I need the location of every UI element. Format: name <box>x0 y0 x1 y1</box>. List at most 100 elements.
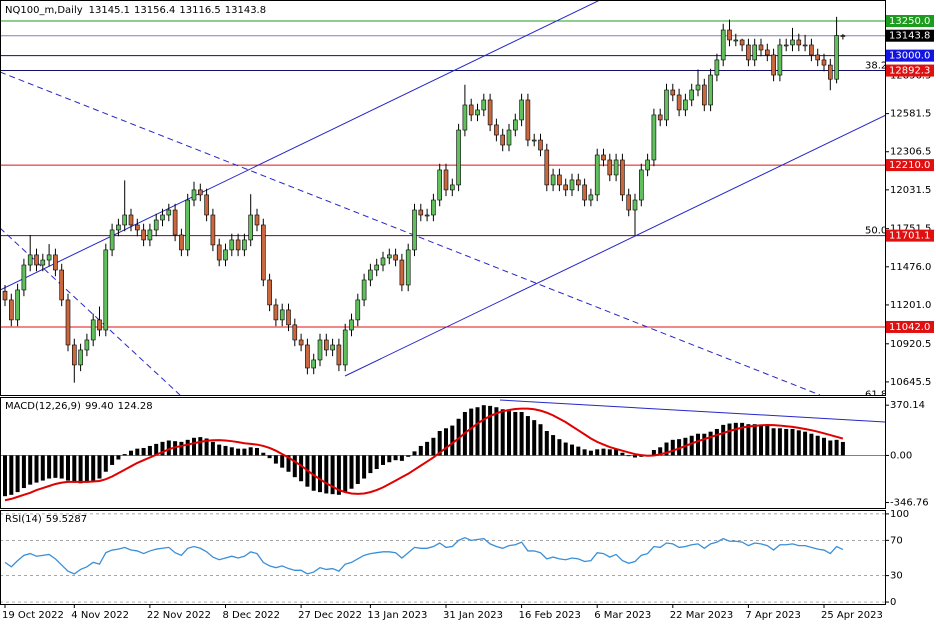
macd-bar <box>544 431 549 456</box>
candle-body <box>292 324 298 341</box>
candle-body <box>462 104 468 131</box>
y-tick-label: 12306.5 <box>890 147 931 158</box>
macd-bar <box>532 420 537 456</box>
level-text: 12892.3 <box>889 66 930 77</box>
candle-body <box>557 174 562 186</box>
macd-bar <box>217 444 222 456</box>
fib-label: 61.8 <box>865 389 887 400</box>
candle-body <box>468 104 474 116</box>
candle-body <box>65 299 71 346</box>
candle-body <box>449 184 455 191</box>
candle-body <box>777 44 783 76</box>
candle-body <box>645 159 650 171</box>
y-tick-label: 11476.0 <box>890 262 931 273</box>
candle-body <box>147 229 153 241</box>
candle-body <box>53 254 58 271</box>
candle-body <box>790 39 795 46</box>
candle-body <box>764 49 770 56</box>
macd-bar <box>513 411 518 456</box>
candle-body <box>311 359 317 369</box>
x-tick-label: 22 Nov 2022 <box>147 610 211 621</box>
macd-bar <box>828 440 833 456</box>
candle-body <box>783 44 789 47</box>
macd-bar <box>336 455 341 495</box>
candle-body <box>487 99 493 126</box>
candle-body <box>657 114 663 121</box>
macd-bar <box>166 440 171 456</box>
macd-bar <box>651 450 656 456</box>
level-label: 13250.0 <box>886 14 934 27</box>
candle-body <box>179 234 184 251</box>
macd-bar <box>242 448 247 456</box>
trendline <box>1 1 600 291</box>
candle-body <box>588 194 594 201</box>
candle-body <box>323 339 329 351</box>
macd-bar <box>475 407 480 456</box>
current-price-text: 13143.8 <box>889 31 930 42</box>
signal-line <box>4 407 844 502</box>
candle-body <box>809 44 814 56</box>
macd-bar <box>456 418 461 456</box>
candle-body <box>739 39 745 46</box>
candle-body <box>46 254 52 261</box>
candle-body <box>336 344 342 366</box>
macd-bar <box>135 448 140 456</box>
candle-body <box>771 54 776 76</box>
candle-body <box>575 179 581 186</box>
candle-body <box>254 214 260 226</box>
level-box <box>886 320 934 333</box>
close: 13143.8 <box>225 5 266 16</box>
level-box <box>886 49 934 62</box>
candle-body <box>393 254 398 261</box>
trendline <box>1 71 821 395</box>
macd-bar <box>450 425 455 456</box>
macd-bar <box>437 431 442 456</box>
low: 13116.5 <box>179 5 220 16</box>
symbol: NQ100_m,Daily <box>5 5 83 16</box>
candle-body <box>840 35 846 37</box>
candle-body <box>815 54 821 61</box>
candle-body <box>368 269 373 281</box>
main-panel <box>0 0 886 396</box>
macd-bar <box>34 455 39 483</box>
candle-body <box>638 169 644 201</box>
macd-plot <box>1 399 885 502</box>
x-tick-label: 6 Mar 2023 <box>594 610 651 621</box>
candle-body <box>248 214 253 241</box>
macd-bar <box>110 455 115 465</box>
macd-bar <box>469 408 474 456</box>
level-label: 12892.3 <box>886 64 934 77</box>
candle-body <box>172 209 178 236</box>
macd-bar <box>733 422 738 456</box>
macd-bar <box>28 455 33 485</box>
candle-body <box>664 89 669 121</box>
candle-body <box>122 214 127 226</box>
y-tick-label: -346.76 <box>890 498 929 509</box>
macd-bar <box>349 455 354 489</box>
candle-body <box>834 35 839 80</box>
macd-bar <box>670 439 675 456</box>
y-tick-label: 30 <box>890 571 903 582</box>
candle-body <box>191 189 197 201</box>
macd-bar <box>84 455 89 483</box>
x-tick-label: 19 Oct 2022 <box>2 610 64 621</box>
candle-body <box>399 259 405 286</box>
candle-body <box>223 249 228 261</box>
macd-bar <box>815 435 820 456</box>
candle-body <box>701 84 707 106</box>
macd-bar <box>198 437 203 456</box>
candle-body <box>531 139 537 142</box>
macd-bar <box>488 405 493 456</box>
macd-bar <box>248 447 253 456</box>
macd-bar <box>714 428 719 456</box>
macd-bar <box>292 455 297 478</box>
trendline <box>1 228 181 395</box>
macd-bar <box>273 455 278 464</box>
rsi-header: RSI(14) 59.5287 <box>5 514 87 525</box>
candle-body <box>229 239 235 251</box>
rsi-panel <box>0 510 886 605</box>
candle-body <box>160 214 165 221</box>
macd-bar <box>9 455 14 495</box>
macd-bar <box>103 455 108 472</box>
candle-body <box>733 39 739 42</box>
